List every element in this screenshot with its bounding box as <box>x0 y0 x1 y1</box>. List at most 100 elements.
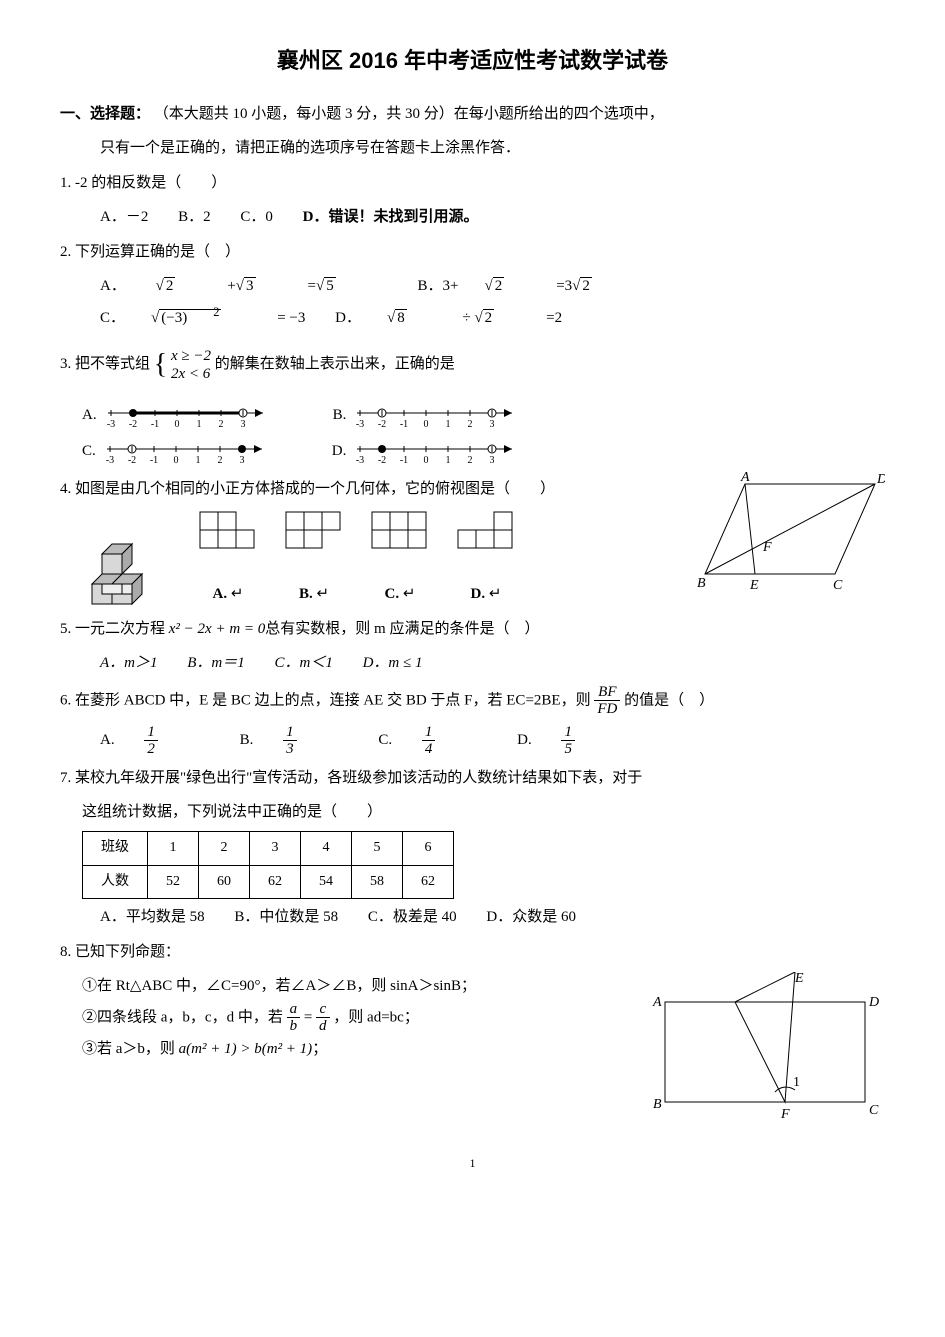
section-header: 一、选择题： （本大题共 10 小题，每小题 3 分，共 30 分）在每小题所给… <box>60 100 885 129</box>
cube-solid-icon <box>82 534 172 609</box>
q1-opt-a: A．－2 <box>100 209 148 225</box>
q7-options: A．平均数是 58 B．中位数是 58 C．极差是 40 D．众数是 60 <box>100 903 885 932</box>
page-title: 襄州区 2016 年中考适应性考试数学试卷 <box>60 40 885 82</box>
q3-options-row2: C. -3-2-1 0123 D. -3-2-1 0123 <box>82 433 885 469</box>
svg-text:3: 3 <box>239 455 244 466</box>
q1-options: A．－2 B．2 C．0 D．错误！未找到引用源。 <box>100 203 885 232</box>
svg-text:-2: -2 <box>378 419 386 430</box>
q5-opt-c: C．m＜1 <box>275 655 333 671</box>
svg-text:-2: -2 <box>128 455 136 466</box>
q4-text: 4. 如图是由几个相同的小正方体搭成的一个几何体，它的俯视图是（ ） <box>60 475 675 504</box>
svg-text:2: 2 <box>217 455 222 466</box>
svg-text:A: A <box>740 470 750 485</box>
svg-text:-3: -3 <box>106 419 114 430</box>
q5-opt-a: A．m＞1 <box>100 655 158 671</box>
svg-text:-3: -3 <box>356 419 364 430</box>
svg-text:1: 1 <box>793 1075 800 1090</box>
svg-text:2: 2 <box>218 419 223 430</box>
topview-c-icon <box>370 510 430 552</box>
svg-text:F: F <box>762 540 772 555</box>
svg-text:1: 1 <box>195 455 200 466</box>
svg-text:D: D <box>868 995 879 1010</box>
q7-text2: 这组统计数据，下列说法中正确的是（ ） <box>82 798 885 827</box>
topview-b-icon <box>284 510 344 552</box>
q3-opt-b: B. -3-2-1 0123 <box>333 397 523 433</box>
number-line-b-icon: -3 -2 -1 0 1 2 3 <box>352 397 522 433</box>
svg-text:3: 3 <box>490 455 495 466</box>
number-line-a-icon: -3-2-1 0123 <box>103 397 273 433</box>
q2-opt-c: C．(−3)2 = −3 <box>100 310 309 326</box>
q7-text1: 7. 某校九年级开展"绿色出行"宣传活动，各班级参加该活动的人数统计结果如下表，… <box>60 764 885 793</box>
svg-text:1: 1 <box>446 419 451 430</box>
q7-opt-b: B．中位数是 58 <box>234 909 338 925</box>
svg-text:C: C <box>869 1103 879 1118</box>
svg-text:0: 0 <box>173 455 178 466</box>
section-desc-2: 只有一个是正确的，请把正确的选项序号在答题卡上涂黑作答． <box>100 134 885 163</box>
svg-text:-1: -1 <box>400 419 408 430</box>
topview-d-icon <box>456 510 516 552</box>
q1-text: 1. -2 的相反数是（ ） <box>60 169 885 198</box>
section-label: 一、选择题： <box>60 106 150 122</box>
q2-options: A． 2+3=5 B．3+2=32 C．(−3)2 = −3 D．8 ÷ 2=2 <box>100 272 885 332</box>
svg-text:1: 1 <box>196 419 201 430</box>
q1-opt-c: C．0 <box>240 209 273 225</box>
svg-text:E: E <box>749 578 759 593</box>
svg-text:0: 0 <box>424 419 429 430</box>
rhombus-figure-icon: A D B C E F <box>695 469 885 599</box>
q5-opt-d: D．m ≤ 1 <box>363 655 423 671</box>
q6-opt-d: D. 15 <box>517 732 627 748</box>
svg-text:-3: -3 <box>106 455 114 466</box>
q3-ineq2: 2x < 6 <box>171 366 210 382</box>
q6-opt-a: A. 12 <box>100 732 210 748</box>
svg-text:-3: -3 <box>356 455 364 466</box>
number-line-c-icon: -3 -2 -1 0 1 2 3 <box>102 433 272 469</box>
q2-opt-d: D．8 ÷ 2=2 <box>335 310 562 326</box>
rectangle-figure-icon: A D B C E F 1 <box>645 972 885 1122</box>
q2-text: 2. 下列运算正确的是（ ） <box>60 238 885 267</box>
q7-table: 班级123456 人数526062545862 <box>82 831 454 899</box>
section-desc-1: （本大题共 10 小题，每小题 3 分，共 30 分）在每小题所给出的四个选项中… <box>154 106 664 122</box>
svg-text:-2: -2 <box>128 419 136 430</box>
q1-opt-d: D．错误！未找到引用源。 <box>303 209 479 225</box>
svg-text:2: 2 <box>468 455 473 466</box>
svg-text:3: 3 <box>490 419 495 430</box>
table-row: 班级123456 <box>83 831 454 865</box>
q7-opt-a: A．平均数是 58 <box>100 909 205 925</box>
q7-opt-c: C．极差是 40 <box>368 909 457 925</box>
number-line-d-icon: -3 -2 -1 0 1 2 3 <box>352 433 522 469</box>
svg-text:F: F <box>780 1107 790 1122</box>
q8-text: 8. 已知下列命题： <box>60 938 885 967</box>
page-number: 1 <box>60 1152 885 1175</box>
svg-text:D: D <box>876 472 885 487</box>
q3-opt-d: D. -3-2-1 0123 <box>332 433 523 469</box>
q4-options: A. ↵ B. ↵ C. ↵ <box>82 510 675 609</box>
svg-text:-2: -2 <box>378 455 386 466</box>
q6-options: A. 12 B. 13 C. 14 D. 15 <box>100 724 885 758</box>
q5-options: A．m＞1 B．m＝1 C．m＜1 D．m ≤ 1 <box>100 649 885 678</box>
q6-text: 6. 在菱形 ABCD 中，E 是 BC 边上的点，连接 AE 交 BD 于点 … <box>60 684 885 718</box>
q7-opt-d: D．众数是 60 <box>486 909 576 925</box>
q5-text: 5. 一元二次方程 x² − 2x + m = 0总有实数根，则 m 应满足的条… <box>60 615 885 644</box>
svg-text:B: B <box>697 576 706 591</box>
svg-text:-1: -1 <box>150 455 158 466</box>
q6-opt-b: B. 13 <box>240 732 349 748</box>
svg-text:2: 2 <box>468 419 473 430</box>
svg-text:C: C <box>833 578 843 593</box>
svg-text:B: B <box>653 1097 662 1112</box>
q6-opt-c: C. 14 <box>378 732 487 748</box>
q3-ineq1: x ≥ −2 <box>171 348 211 364</box>
svg-text:A: A <box>652 995 662 1010</box>
q3-options-row1: A. -3-2-1 0123 B. -3-2-1 0123 <box>82 397 885 433</box>
table-row: 人数526062545862 <box>83 865 454 899</box>
svg-text:-1: -1 <box>400 455 408 466</box>
svg-text:-1: -1 <box>150 419 158 430</box>
topview-a-icon <box>198 510 258 552</box>
q3-opt-a: A. -3-2-1 0123 <box>82 397 273 433</box>
svg-text:0: 0 <box>174 419 179 430</box>
q2-opt-b: B．3+2=32 <box>417 278 643 294</box>
svg-text:1: 1 <box>446 455 451 466</box>
q2-opt-a: A． 2+3=5 <box>100 278 391 294</box>
svg-text:0: 0 <box>424 455 429 466</box>
q3-text: 3. 把不等式组 { x ≥ −2 2x < 6 的解集在数轴上表示出来，正确的… <box>60 338 885 391</box>
svg-text:E: E <box>794 972 804 986</box>
